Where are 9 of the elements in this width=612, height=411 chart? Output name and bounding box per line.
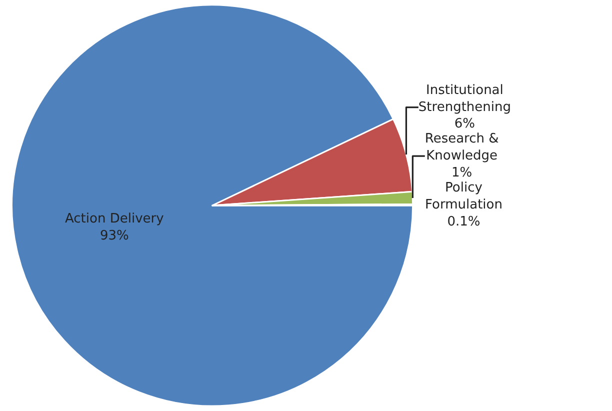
data-label: 1%	[452, 165, 472, 180]
slice-label: Policy Formulation	[425, 180, 502, 212]
slice-label: Institutional Strengthening	[418, 82, 511, 115]
slice-label: Research & Knowledge	[424, 132, 499, 164]
data-label: 0.1%	[447, 214, 480, 230]
data-label: 93%	[100, 228, 129, 244]
pie-slice	[11, 4, 414, 407]
data-label: 6%	[454, 116, 476, 132]
slice-label: Action Delivery	[64, 212, 164, 227]
